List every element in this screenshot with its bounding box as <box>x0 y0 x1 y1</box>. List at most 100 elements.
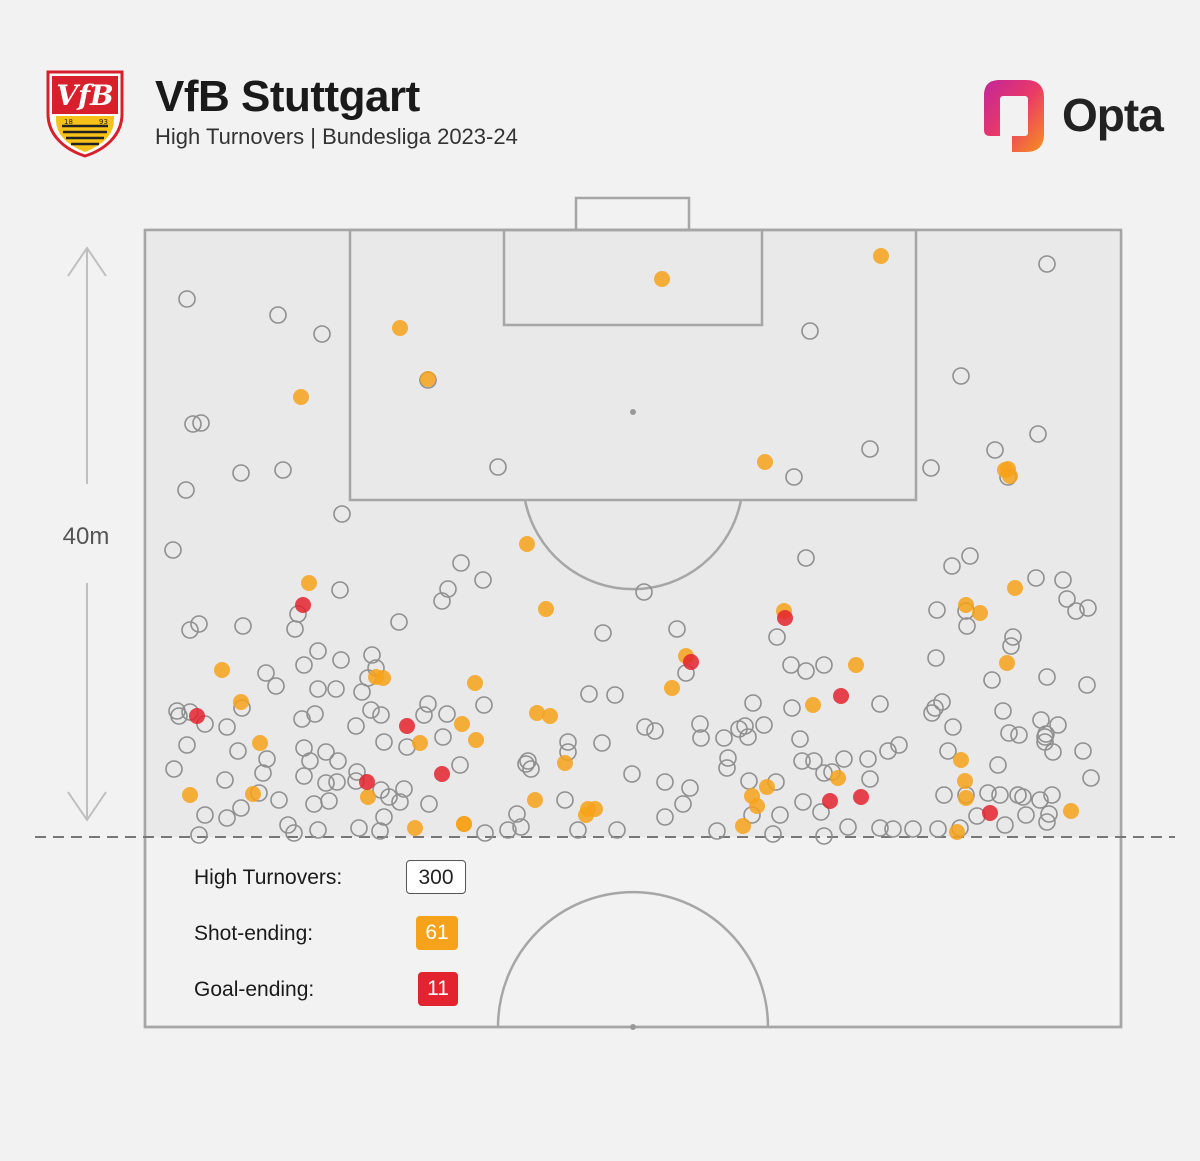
turnover-point <box>347 717 365 735</box>
turnover-point <box>1074 742 1092 760</box>
shot-ending-point <box>454 716 470 732</box>
turnover-point <box>517 755 535 773</box>
shot-ending-point <box>214 662 230 678</box>
turnover-point <box>608 821 626 839</box>
shot-ending-point <box>519 536 535 552</box>
turnover-point <box>952 367 970 385</box>
turnover-point <box>656 808 674 826</box>
shot-ending-point <box>999 655 1015 671</box>
turnover-point <box>636 718 654 736</box>
shot-ending-point <box>953 752 969 768</box>
turnover-point <box>715 729 733 747</box>
shot-ending-point <box>252 735 268 751</box>
turnover-point <box>797 549 815 567</box>
turnover-point <box>1027 569 1045 587</box>
turnover-point <box>801 322 819 340</box>
turnover-point <box>879 742 897 760</box>
shot-ending-point <box>375 670 391 686</box>
turnover-point <box>708 822 726 840</box>
turnover-point <box>391 793 409 811</box>
turnover-point <box>177 481 195 499</box>
turnover-point <box>329 752 347 770</box>
turnover-point <box>989 756 1007 774</box>
shot-ending-point <box>664 680 680 696</box>
turnover-point <box>475 696 493 714</box>
turnover-point <box>935 786 953 804</box>
turnover-point <box>674 795 692 813</box>
turnover-point <box>395 780 413 798</box>
turnover-point <box>871 695 889 713</box>
brand-name: Opta <box>1062 89 1164 141</box>
turnover-point <box>170 707 188 725</box>
high-turnovers-label: High Turnovers: <box>194 866 343 889</box>
shot-ending-point <box>527 792 543 808</box>
turnover-point <box>1043 786 1061 804</box>
page-subtitle: High Turnovers | Bundesliga 2023-24 <box>155 124 518 149</box>
turnover-point <box>791 730 809 748</box>
turnover-point <box>438 705 456 723</box>
turnover-point <box>580 685 598 703</box>
shot-ending-point <box>958 597 974 613</box>
turnover-point <box>178 290 196 308</box>
goal-ending-point <box>434 766 450 782</box>
turnover-point <box>768 628 786 646</box>
turnover-point <box>961 547 979 565</box>
turnover-point <box>1038 668 1056 686</box>
turnover-point <box>1031 791 1049 809</box>
turnover-point <box>927 649 945 667</box>
turnover-point <box>958 617 976 635</box>
turnover-point <box>190 826 208 844</box>
shot-ending-point <box>456 816 472 832</box>
turnover-point <box>348 763 366 781</box>
turnover-point <box>744 694 762 712</box>
turnover-point <box>317 743 335 761</box>
shot-ending-point <box>957 773 973 789</box>
turnover-point <box>718 759 736 777</box>
turnover-point <box>928 601 946 619</box>
turnover-point <box>190 615 208 633</box>
turnover-point <box>805 752 823 770</box>
turnover-point <box>333 505 351 523</box>
shot-ending-point <box>407 820 423 836</box>
shot-ending-point <box>958 790 974 806</box>
turnover-point <box>871 819 889 837</box>
shot-ending-point <box>805 697 821 713</box>
turnover-point <box>996 816 1014 834</box>
turnover-point <box>317 774 335 792</box>
turnover-point <box>635 583 653 601</box>
turnover-point <box>476 824 494 842</box>
turnover-point <box>295 767 313 785</box>
goal-ending-point <box>359 774 375 790</box>
turnover-point <box>320 792 338 810</box>
turnover-point <box>353 683 371 701</box>
turnover-point <box>362 701 380 719</box>
turnover-point <box>797 662 815 680</box>
shot-ending-point <box>182 787 198 803</box>
turnover-point <box>451 756 469 774</box>
turnover-point <box>293 710 311 728</box>
turnover-point <box>331 581 349 599</box>
pitch-lines <box>143 196 1123 1029</box>
turnover-point <box>257 664 275 682</box>
turnover-point <box>295 656 313 674</box>
distance-arrow <box>67 246 107 822</box>
turnover-point <box>1038 255 1056 273</box>
turnover-point <box>923 704 941 722</box>
turnover-point <box>929 820 947 838</box>
turnover-point <box>1040 805 1058 823</box>
turnover-point <box>983 671 1001 689</box>
turnover-point <box>309 680 327 698</box>
shot-ending-point <box>972 605 988 621</box>
turnover-point <box>508 805 526 823</box>
turnover-point <box>815 827 833 845</box>
shot-ending-badge: 61 <box>416 916 458 950</box>
turnover-point <box>218 718 236 736</box>
turnover-point <box>668 620 686 638</box>
turnover-point <box>794 793 812 811</box>
shot-ending-point <box>293 389 309 405</box>
turnover-point <box>232 799 250 817</box>
turnover-point <box>452 554 470 572</box>
turnover-point <box>309 642 327 660</box>
shot-ending-point <box>848 657 864 673</box>
shot-ending-point <box>949 824 965 840</box>
